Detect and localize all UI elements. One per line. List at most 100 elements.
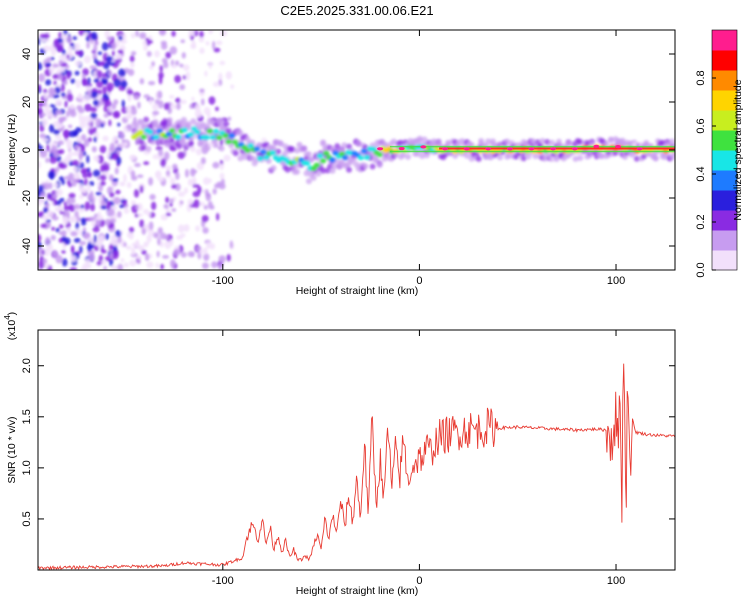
heatmap-cell	[45, 221, 52, 228]
colorbar-cell	[712, 246, 737, 251]
heatmap-cell	[49, 156, 57, 164]
heatmap-cell	[60, 83, 65, 92]
colorbar-cell	[712, 98, 737, 103]
ridge-hotspot	[528, 147, 535, 151]
heatmap-cell	[191, 40, 196, 49]
colorbar-tick-label: 0.4	[695, 166, 707, 181]
colorbar-cell	[712, 106, 737, 111]
heatmap-cell	[115, 189, 121, 195]
heatmap-cell	[56, 155, 62, 162]
heatmap-cell	[168, 239, 174, 246]
heatmap-cell	[116, 156, 122, 165]
heatmap-cell	[225, 139, 232, 145]
heatmap-cell	[577, 138, 584, 145]
heatmap-cell	[71, 197, 76, 204]
heatmap-cell	[260, 149, 267, 155]
heatmap-cell	[204, 145, 211, 152]
heatmap-cell	[73, 43, 81, 51]
heatmap-cell	[61, 68, 65, 73]
heatmap-cell	[127, 68, 135, 76]
heatmap-cell	[209, 118, 216, 125]
heatmap-cell	[146, 261, 154, 268]
y-tick-label: 1.5	[21, 409, 33, 424]
ridge-hotspot	[398, 146, 405, 151]
heatmap-cell	[194, 129, 201, 135]
colorbar-cell	[712, 66, 737, 71]
heatmap-cell	[67, 46, 74, 51]
heatmap-cell	[38, 83, 41, 91]
heatmap-cell	[83, 55, 91, 64]
heatmap-cell	[70, 245, 75, 254]
heatmap-cell	[93, 45, 98, 52]
heatmap-cell	[152, 110, 160, 116]
heatmap-cell	[607, 136, 614, 143]
heatmap-cell	[87, 171, 92, 178]
heatmap-cell	[51, 226, 56, 231]
heatmap-cell	[157, 90, 163, 99]
heatmap-cell	[169, 46, 178, 55]
colorbar-cell	[712, 122, 737, 127]
heatmap-cell	[223, 121, 230, 128]
heatmap-cell	[108, 243, 114, 250]
heatmap-cell	[105, 233, 110, 240]
heatmap-cell	[70, 254, 77, 263]
colorbar-cell	[712, 142, 737, 147]
heatmap-cell	[38, 234, 42, 243]
heatmap-cell	[74, 60, 82, 67]
heatmap-cell	[341, 142, 348, 149]
heatmap-cell	[114, 167, 119, 175]
heatmap-cell	[159, 241, 164, 248]
heatmap-cell	[147, 212, 152, 217]
colorbar-tick-label: 0.8	[695, 70, 707, 85]
heatmap-cell	[41, 118, 48, 127]
heatmap-cell	[80, 115, 87, 121]
heatmap-cell	[136, 259, 141, 264]
heatmap-cell	[80, 168, 86, 175]
colorbar-tick-label: 0.0	[695, 262, 707, 277]
heatmap-cell	[171, 183, 177, 189]
heatmap-cell	[39, 133, 46, 139]
heatmap-cell	[101, 41, 109, 51]
ridge-hotspot	[506, 147, 513, 151]
heatmap-cell	[45, 236, 51, 245]
heatmap-cell	[62, 216, 69, 225]
heatmap-cell	[91, 220, 96, 227]
heatmap-cell	[57, 140, 64, 146]
heatmap-cell	[160, 263, 165, 270]
heatmap-cell	[146, 38, 151, 47]
colorbar-cell	[712, 90, 737, 95]
heatmap-cell	[175, 97, 181, 103]
heatmap-cell	[194, 109, 203, 118]
heatmap-cell	[310, 174, 317, 181]
ridge-hotspot	[485, 147, 492, 151]
heatmap-cell	[151, 61, 155, 67]
heatmap-cell	[219, 60, 226, 66]
ridge-hotspot	[463, 147, 470, 151]
heatmap-cell	[152, 154, 160, 160]
heatmap-cell	[598, 152, 605, 159]
heatmap-cell	[80, 204, 85, 210]
heatmap-cell	[66, 197, 73, 205]
heatmap-cell	[112, 178, 119, 182]
y-tick-label: 40	[21, 48, 33, 60]
heatmap-cell	[53, 129, 60, 136]
heatmap-cell	[140, 134, 147, 140]
colorbar-frame	[711, 29, 738, 271]
heatmap-cell	[84, 103, 92, 112]
heatmap-cell	[45, 79, 52, 86]
heatmap-cell	[154, 50, 160, 58]
heatmap-cell	[190, 118, 197, 125]
heatmap-cell	[144, 253, 150, 261]
heatmap-cell	[45, 202, 50, 208]
heatmap-cell	[87, 237, 95, 243]
heatmap-cell	[75, 221, 80, 231]
heatmap-cell	[90, 31, 98, 41]
heatmap-cell	[357, 155, 365, 161]
snr-line	[38, 363, 675, 570]
heatmap-cell	[203, 205, 208, 210]
heatmap-cell	[150, 201, 157, 211]
heatmap-cell	[206, 128, 214, 134]
heatmap-cell	[421, 136, 428, 143]
heatmap-cell	[101, 97, 106, 102]
